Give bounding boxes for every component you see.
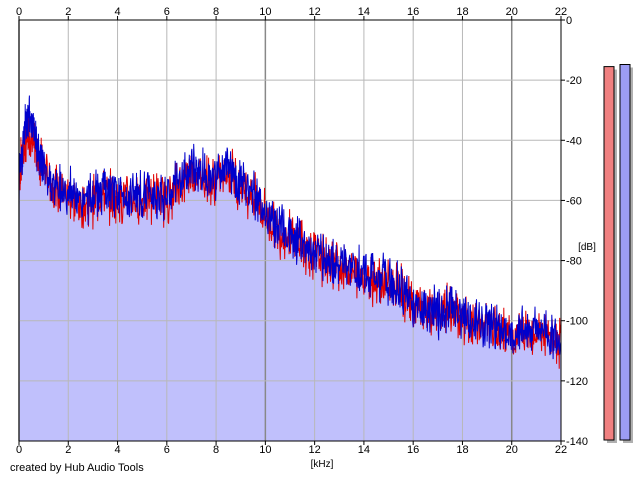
x-tick-label-top: 0 [16,6,22,18]
level-meters [603,64,633,444]
x-tick-label-bottom: 16 [407,444,419,456]
x-tick-label-bottom: 4 [114,444,120,456]
x-tick-label-bottom: 6 [164,444,170,456]
x-tick-label-bottom: 2 [65,444,71,456]
x-tick-label-top: 22 [555,6,567,18]
x-tick-label-top: 16 [407,6,419,18]
y-tick-label: -60 [566,195,582,207]
x-tick-label-bottom: 18 [456,444,468,456]
x-tick-label-bottom: 8 [213,444,219,456]
y-axis-label: [dB] [578,242,596,253]
x-tick-label-bottom: 10 [259,444,271,456]
series-line-right [18,95,562,360]
y-tick-label: -40 [566,135,582,147]
x-tick-label-top: 8 [213,6,219,18]
x-tick-label-top: 4 [114,6,120,18]
x-tick-label-top: 12 [309,6,321,18]
x-tick-label-top: 2 [65,6,71,18]
y-tick-label: -140 [566,436,588,448]
y-tick-label: -20 [566,75,582,87]
y-tick-label: -120 [566,376,588,388]
x-tick-label-bottom: 12 [309,444,321,456]
y-tick-label: 0 [566,15,572,27]
x-tick-label-bottom: 20 [506,444,518,456]
series-line-left [18,116,562,369]
y-tick-label: -100 [566,316,588,328]
spectrum-series [18,95,562,369]
x-tick-label-bottom: 14 [358,444,370,456]
x-axis-label: [kHz] [311,459,334,470]
spectrum-fill-area [19,95,561,441]
y-tick-label: -80 [566,256,582,268]
x-tick-label-top: 20 [506,6,518,18]
axis-ticks: 002244668810101212141416161818202022220-… [16,6,588,456]
x-tick-label-bottom: 0 [16,444,22,456]
spectrum-area [19,95,561,441]
level-meter-left [603,66,615,441]
x-tick-label-top: 10 [259,6,271,18]
x-tick-label-top: 14 [358,6,370,18]
credit-text: created by Hub Audio Tools [10,462,144,474]
x-tick-label-bottom: 22 [555,444,567,456]
x-tick-label-top: 18 [456,6,468,18]
plot-border [18,19,562,442]
level-meter-right [619,64,631,441]
x-tick-label-top: 6 [164,6,170,18]
